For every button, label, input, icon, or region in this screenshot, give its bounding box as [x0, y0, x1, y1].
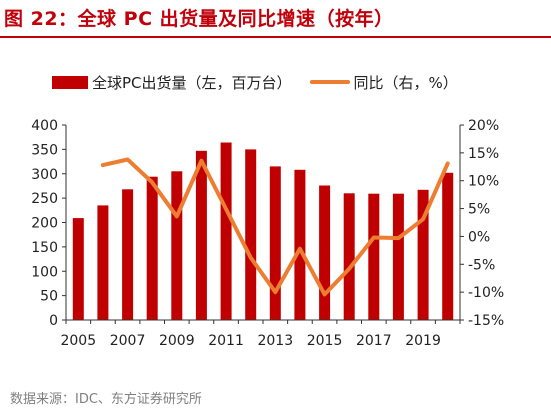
- x-tick-label-2007: 2007: [110, 333, 146, 349]
- bar-2008: [146, 176, 158, 320]
- right-tick-label-5%: 5%: [468, 202, 490, 218]
- left-tick-label-0: 0: [49, 313, 58, 329]
- legend-bar-label: 全球PC出货量（左，百万台）: [92, 73, 292, 92]
- left-tick-label-200: 200: [31, 216, 58, 232]
- source-note: 数据来源：IDC、东方证券研究所: [10, 392, 202, 407]
- x-tick-label-2011: 2011: [208, 333, 244, 349]
- bar-2017: [368, 193, 380, 320]
- legend-line-label: 同比（右，%）: [353, 73, 458, 92]
- bar-2006: [97, 205, 109, 320]
- legend-line-swatch: [309, 80, 350, 84]
- bar-2018: [392, 193, 404, 320]
- bar-2011: [220, 142, 232, 320]
- title-underline: [0, 36, 551, 38]
- left-tick-label-350: 350: [31, 142, 58, 158]
- right-tick-label--5%: -5%: [468, 257, 495, 273]
- bar-2013: [269, 166, 281, 320]
- left-tick-label-300: 300: [31, 167, 58, 183]
- bar-2010: [195, 150, 207, 320]
- x-tick-label-2013: 2013: [257, 333, 293, 349]
- bar-2015: [319, 185, 331, 320]
- bar-2009: [171, 171, 183, 320]
- bar-2019: [417, 189, 429, 320]
- left-tick-label-150: 150: [31, 240, 58, 256]
- x-tick-label-2017: 2017: [356, 333, 392, 349]
- chart-title: 图 22：全球 PC 出货量及同比增速（按年）: [4, 8, 394, 30]
- right-tick-label-10%: 10%: [468, 174, 499, 190]
- bar-2005: [72, 218, 84, 320]
- left-tick-label-400: 400: [31, 118, 58, 134]
- x-tick-label-2005: 2005: [60, 333, 96, 349]
- growth-line: [100, 157, 450, 297]
- x-tick-label-2015: 2015: [307, 333, 343, 349]
- bar-2012: [245, 149, 257, 320]
- bar-2014: [294, 169, 306, 320]
- chart-legend: 全球PC出货量（左，百万台） 同比（右，%）: [52, 70, 458, 94]
- right-tick-label-15%: 15%: [468, 146, 499, 162]
- left-tick-label-100: 100: [31, 264, 58, 280]
- left-tick-label-50: 50: [40, 289, 58, 305]
- right-tick-label-20%: 20%: [468, 118, 499, 134]
- bar-2016: [343, 193, 355, 321]
- right-tick-label--10%: -10%: [468, 285, 504, 301]
- x-tick-label-2009: 2009: [159, 333, 195, 349]
- left-tick-label-250: 250: [31, 191, 58, 207]
- right-tick-label-0%: 0%: [468, 229, 490, 245]
- bar-2007: [122, 189, 134, 320]
- legend-bar-swatch: [52, 75, 88, 89]
- x-tick-label-2019: 2019: [405, 333, 441, 349]
- bar-2020: [442, 172, 454, 320]
- right-tick-label--15%: -15%: [468, 313, 504, 329]
